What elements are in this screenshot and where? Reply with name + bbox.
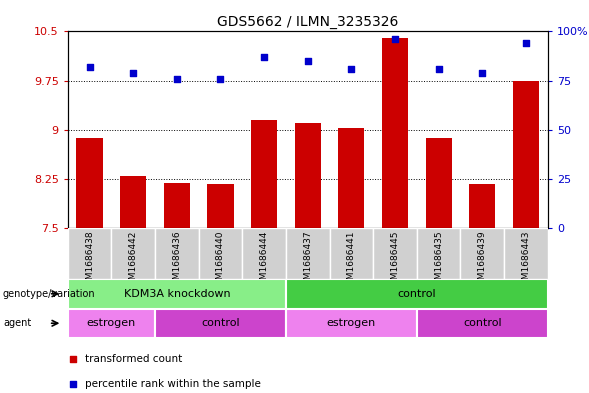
Text: GSM1686439: GSM1686439 xyxy=(478,230,487,291)
Bar xyxy=(155,309,286,338)
Point xyxy=(85,64,94,70)
Text: percentile rank within the sample: percentile rank within the sample xyxy=(85,379,260,389)
Bar xyxy=(469,184,495,228)
Text: GSM1686437: GSM1686437 xyxy=(303,230,312,291)
Point xyxy=(172,75,181,82)
Bar xyxy=(207,184,234,228)
Text: control: control xyxy=(398,289,436,299)
Bar xyxy=(417,228,461,279)
Bar xyxy=(338,128,365,228)
Bar xyxy=(373,228,417,279)
Text: GSM1686441: GSM1686441 xyxy=(347,230,356,291)
Text: control: control xyxy=(201,318,240,328)
Text: genotype/variation: genotype/variation xyxy=(3,289,95,299)
Text: GSM1686444: GSM1686444 xyxy=(260,230,269,291)
Bar xyxy=(242,228,286,279)
Text: control: control xyxy=(463,318,502,328)
Bar xyxy=(164,184,190,228)
Bar xyxy=(330,228,373,279)
Bar xyxy=(251,120,277,228)
Bar xyxy=(68,279,286,309)
Text: KDM3A knockdown: KDM3A knockdown xyxy=(124,289,230,299)
Bar xyxy=(155,228,198,279)
Bar xyxy=(417,309,548,338)
Bar xyxy=(286,228,330,279)
Bar xyxy=(120,176,146,228)
Text: GSM1686435: GSM1686435 xyxy=(434,230,443,291)
Point xyxy=(69,356,78,362)
Text: GSM1686443: GSM1686443 xyxy=(521,230,531,291)
Text: GSM1686445: GSM1686445 xyxy=(391,230,399,291)
Text: GSM1686436: GSM1686436 xyxy=(173,230,181,291)
Point xyxy=(216,75,225,82)
Bar xyxy=(513,81,539,228)
Title: GDS5662 / ILMN_3235326: GDS5662 / ILMN_3235326 xyxy=(217,15,398,29)
Bar xyxy=(426,138,452,228)
Point xyxy=(478,70,487,76)
Bar xyxy=(77,138,102,228)
Text: GSM1686438: GSM1686438 xyxy=(85,230,94,291)
Point xyxy=(347,66,356,72)
Bar xyxy=(294,123,321,228)
Bar xyxy=(111,228,155,279)
Text: GSM1686440: GSM1686440 xyxy=(216,230,225,291)
Bar xyxy=(504,228,548,279)
Bar xyxy=(286,279,548,309)
Bar xyxy=(286,309,417,338)
Bar xyxy=(68,228,111,279)
Text: agent: agent xyxy=(3,318,31,328)
Point xyxy=(303,58,312,64)
Point xyxy=(259,54,269,60)
Point xyxy=(521,40,531,46)
Point xyxy=(434,66,444,72)
Text: transformed count: transformed count xyxy=(85,354,182,364)
Bar xyxy=(382,38,408,228)
Point xyxy=(128,70,138,76)
Bar xyxy=(461,228,504,279)
Text: estrogen: estrogen xyxy=(327,318,376,328)
Bar xyxy=(68,309,155,338)
Point xyxy=(391,36,400,42)
Bar xyxy=(198,228,242,279)
Text: GSM1686442: GSM1686442 xyxy=(128,230,138,291)
Text: estrogen: estrogen xyxy=(87,318,136,328)
Point xyxy=(69,381,78,387)
